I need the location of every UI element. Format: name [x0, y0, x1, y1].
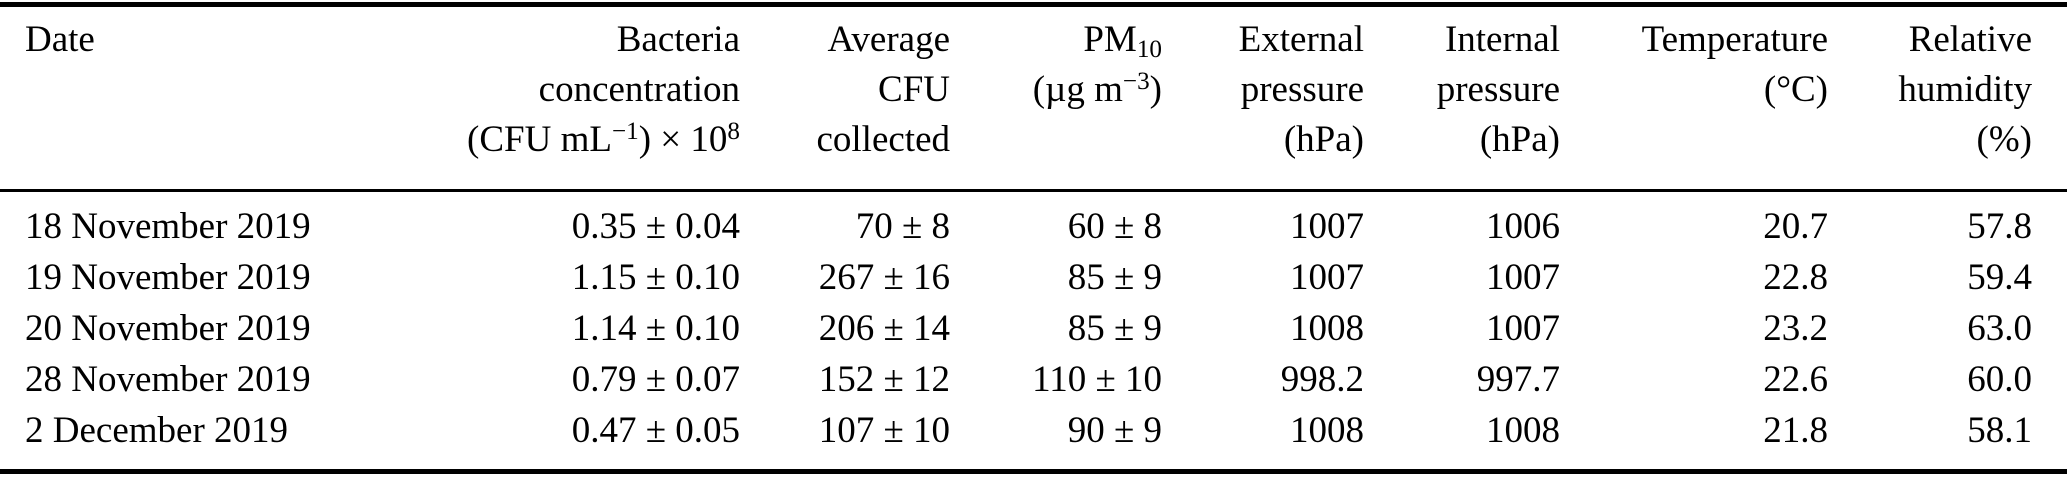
table-row: 20 November 2019 1.14 ± 0.10 206 ± 14 85… [0, 303, 2067, 354]
pm-unit-prefix: (µg m [1032, 69, 1123, 110]
header-cfu-line2: CFU [878, 69, 950, 110]
table-row: 19 November 2019 1.15 ± 0.10 267 ± 16 85… [0, 252, 2067, 303]
bacteria-unit-exponent-2: 8 [727, 117, 740, 145]
cell-pm10: 60 ± 8 [1067, 206, 1162, 247]
cell-average-cfu: 267 ± 16 [818, 257, 950, 298]
cell-bacteria-concentration: 0.35 ± 0.04 [571, 206, 740, 247]
header-ext-line1: External [1238, 19, 1364, 60]
header-int-units: (hPa) [1479, 119, 1560, 160]
cell-bacteria-concentration: 0.79 ± 0.07 [571, 359, 740, 400]
header-rh-units: (%) [1976, 119, 2032, 160]
col-header-external-pressure: External pressure (hPa) [1162, 4, 1364, 192]
header-temp-line1: Temperature [1641, 19, 1828, 60]
cell-average-cfu: 206 ± 14 [818, 308, 950, 349]
pm-unit-exponent: −3 [1122, 67, 1150, 95]
cell-temperature: 22.6 [1763, 359, 1828, 400]
cell-date: 19 November 2019 [25, 257, 311, 298]
header-date-label: Date [25, 19, 95, 60]
cell-bacteria-concentration: 1.14 ± 0.10 [571, 308, 740, 349]
table-row: 18 November 2019 0.35 ± 0.04 70 ± 8 60 ±… [0, 191, 2067, 253]
col-header-pm10: PM10 (µg m−3) [950, 4, 1162, 192]
header-cfu-line1: Average [827, 19, 950, 60]
cell-internal-pressure: 1008 [1486, 410, 1560, 451]
bacteria-unit-mid: ) × 10 [638, 119, 728, 160]
header-pm10-label: PM10 [1083, 19, 1162, 63]
header-temp-units: (°C) [1763, 69, 1828, 110]
header-bacteria-units: (CFU mL−1) × 108 [467, 119, 740, 160]
cell-relative-humidity: 58.1 [1967, 410, 2032, 451]
cell-temperature: 20.7 [1763, 206, 1828, 247]
cell-average-cfu: 107 ± 10 [818, 410, 950, 451]
cell-temperature: 21.8 [1763, 410, 1828, 451]
cell-date: 2 December 2019 [25, 410, 289, 451]
cell-external-pressure: 1007 [1290, 206, 1364, 247]
cell-external-pressure: 998.2 [1280, 359, 1364, 400]
pm-base: PM [1083, 19, 1137, 60]
cell-date: 18 November 2019 [25, 206, 311, 247]
cell-pm10: 85 ± 9 [1067, 308, 1162, 349]
col-header-temperature: Temperature (°C) [1560, 4, 1828, 192]
cell-internal-pressure: 1007 [1486, 308, 1560, 349]
cell-average-cfu: 152 ± 12 [818, 359, 950, 400]
cell-temperature: 23.2 [1763, 308, 1828, 349]
header-row: Date Bacteria concentration (CFU mL−1) ×… [0, 4, 2067, 192]
table-header: Date Bacteria concentration (CFU mL−1) ×… [0, 4, 2067, 192]
col-header-date: Date [0, 4, 390, 192]
header-ext-units: (hPa) [1283, 119, 1364, 160]
cell-internal-pressure: 1006 [1486, 206, 1560, 247]
header-rh-line1: Relative [1908, 19, 2032, 60]
cell-internal-pressure: 1007 [1486, 257, 1560, 298]
cell-temperature: 22.8 [1763, 257, 1828, 298]
cell-relative-humidity: 57.8 [1967, 206, 2032, 247]
header-int-line1: Internal [1444, 19, 1560, 60]
cell-external-pressure: 1008 [1290, 308, 1364, 349]
header-rh-line2: humidity [1898, 69, 2032, 110]
cell-date: 20 November 2019 [25, 308, 311, 349]
cell-relative-humidity: 59.4 [1967, 257, 2032, 298]
cell-pm10: 90 ± 9 [1067, 410, 1162, 451]
bacteria-unit-prefix: (CFU mL [467, 119, 612, 160]
header-pm10-units: (µg m−3) [1033, 69, 1162, 110]
header-bacteria-line1: Bacteria [616, 19, 740, 60]
cell-internal-pressure: 997.7 [1476, 359, 1560, 400]
pm-subscript: 10 [1136, 35, 1162, 63]
cell-average-cfu: 70 ± 8 [855, 206, 950, 247]
col-header-internal-pressure: Internal pressure (hPa) [1364, 4, 1560, 192]
cell-external-pressure: 1008 [1290, 410, 1364, 451]
cell-date: 28 November 2019 [25, 359, 311, 400]
cell-external-pressure: 1007 [1290, 257, 1364, 298]
bacteria-unit-exponent-1: −1 [611, 117, 639, 145]
header-cfu-line3: collected [816, 119, 950, 160]
cell-relative-humidity: 60.0 [1967, 359, 2032, 400]
cell-bacteria-concentration: 0.47 ± 0.05 [571, 410, 740, 451]
pm-unit-suffix: ) [1149, 69, 1162, 110]
table-row: 2 December 2019 0.47 ± 0.05 107 ± 10 90 … [0, 405, 2067, 472]
cell-bacteria-concentration: 1.15 ± 0.10 [571, 257, 740, 298]
header-ext-line2: pressure [1240, 69, 1364, 110]
header-bacteria-line2: concentration [538, 69, 740, 110]
table-row: 28 November 2019 0.79 ± 0.07 152 ± 12 11… [0, 354, 2067, 405]
cell-pm10: 110 ± 10 [1032, 359, 1162, 400]
col-header-average-cfu: Average CFU collected [740, 4, 950, 192]
col-header-relative-humidity: Relative humidity (%) [1828, 4, 2067, 192]
table-body: 18 November 2019 0.35 ± 0.04 70 ± 8 60 ±… [0, 191, 2067, 472]
header-int-line2: pressure [1436, 69, 1560, 110]
cell-pm10: 85 ± 9 [1067, 257, 1162, 298]
cell-relative-humidity: 63.0 [1967, 308, 2032, 349]
col-header-bacteria-concentration: Bacteria concentration (CFU mL−1) × 108 [390, 4, 740, 192]
